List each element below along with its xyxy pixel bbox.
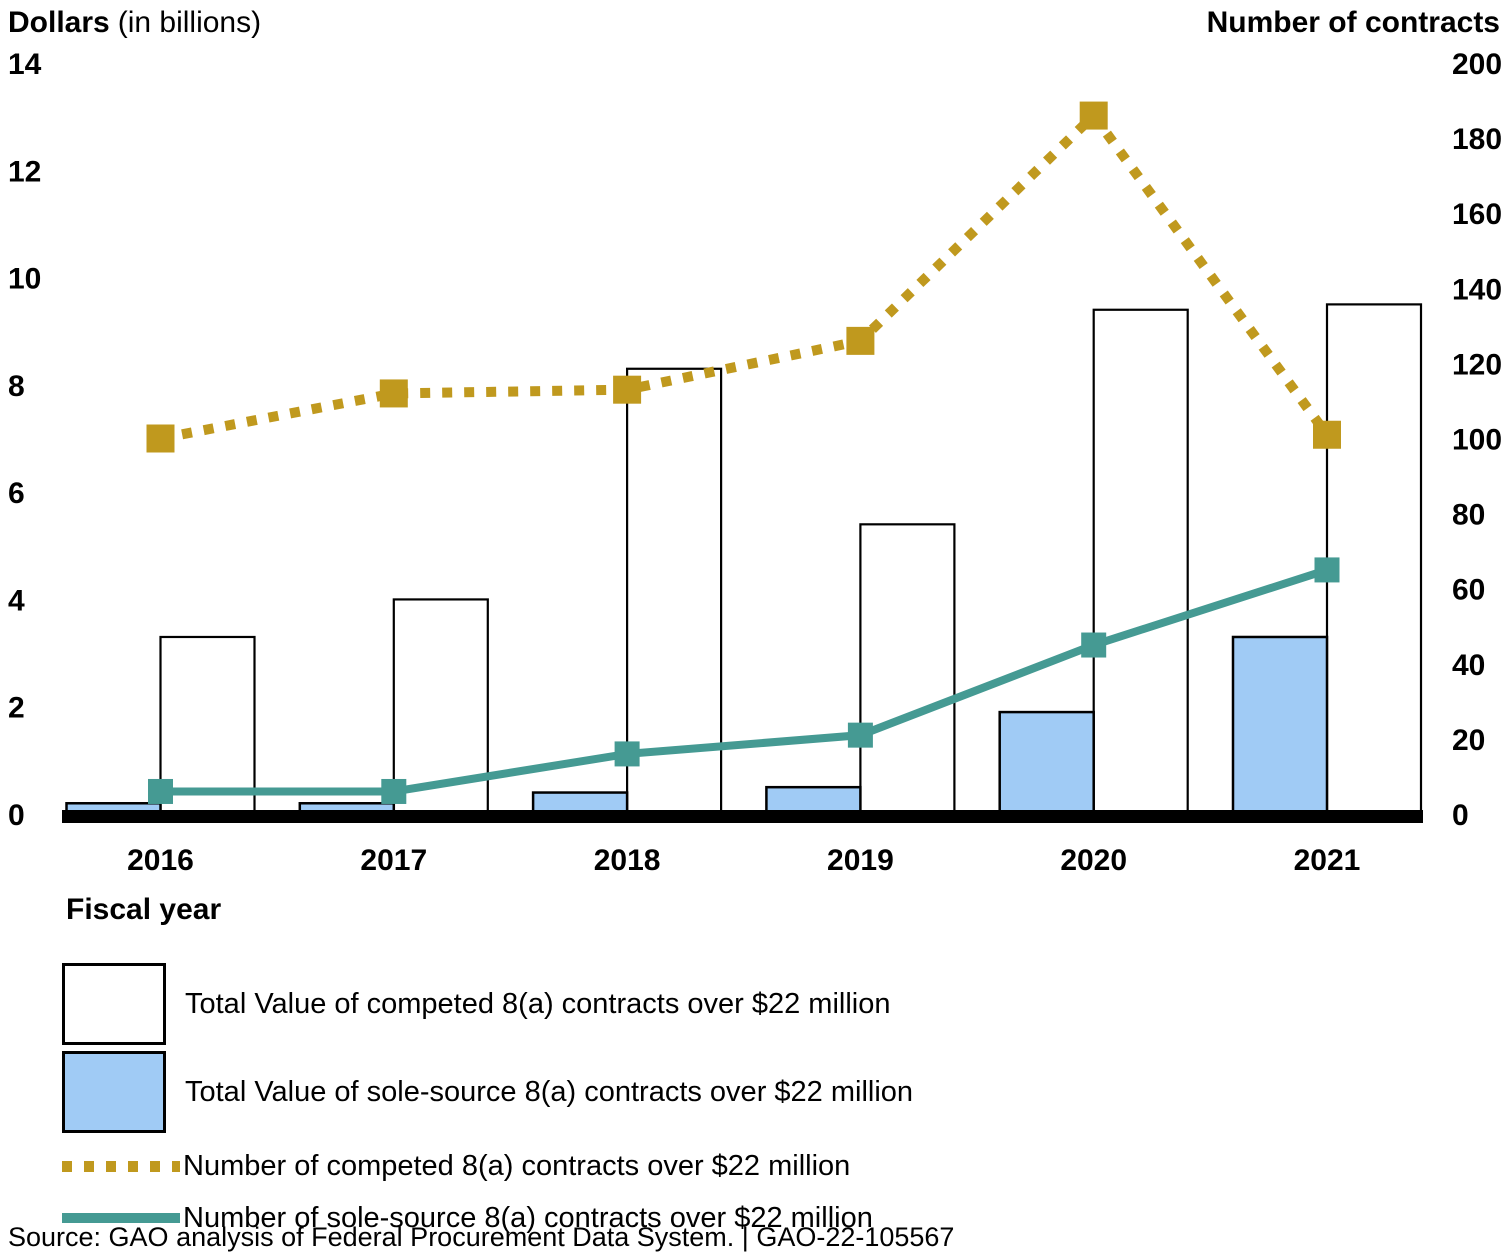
legend-label-competed-count: Number of competed 8(a) contracts over $… — [183, 1149, 851, 1182]
bar-sole-source-value-2020 — [998, 710, 1095, 816]
legend-item-competed-value: Total Value of competed 8(a) contracts o… — [62, 962, 1402, 1046]
line-competed-count — [159, 107, 1332, 444]
left-axis-title: Dollars (in billions) — [8, 6, 261, 40]
right-axis-tick-100: 100 — [1452, 424, 1502, 457]
marker-sole-source-count-2021 — [1314, 557, 1340, 583]
legend-label-competed-value: Total Value of competed 8(a) contracts o… — [185, 987, 891, 1020]
bar-competed-value-2018 — [625, 367, 723, 816]
bar-competed-value-2020 — [1092, 308, 1189, 816]
right-axis-tick-60: 60 — [1452, 574, 1485, 607]
year-label-2016: 2016 — [127, 844, 194, 877]
left-axis-tick-10: 10 — [8, 263, 41, 296]
right-axis-tick-180: 180 — [1452, 123, 1502, 156]
year-label-2018: 2018 — [594, 844, 661, 877]
left-axis-tick-6: 6 — [8, 477, 25, 510]
marker-sole-source-count-2016 — [148, 778, 173, 804]
legend-item-competed-count: Number of competed 8(a) contracts over $… — [62, 1140, 1402, 1192]
marker-sole-source-count-2019 — [847, 722, 873, 748]
bar-competed-value-2021 — [1325, 303, 1423, 816]
marker-competed-count-2017 — [379, 379, 408, 408]
year-label-2020: 2020 — [1060, 844, 1127, 877]
legend-item-sole-source-count: Number of sole-source 8(a) contracts ove… — [62, 1192, 1402, 1244]
marker-sole-source-count-2020 — [1081, 632, 1107, 658]
marker-sole-source-count-2018 — [614, 741, 640, 767]
left-axis-tick-0: 0 — [8, 799, 25, 832]
marker-competed-count-2019 — [846, 326, 875, 355]
left-axis-tick-2: 2 — [8, 692, 25, 725]
legend-label-sole-source-count: Number of sole-source 8(a) contracts ove… — [183, 1201, 873, 1234]
x-axis-baseline — [62, 810, 1423, 823]
marker-competed-count-2018 — [613, 375, 642, 404]
legend-swatch-sole-source-value — [62, 1051, 166, 1133]
legend-swatch-sole-source-count-solid-line — [62, 1213, 180, 1223]
right-axis-tick-80: 80 — [1452, 499, 1485, 532]
left-axis-tick-4: 4 — [8, 584, 25, 617]
source-note: Source: GAO analysis of Federal Procurem… — [8, 1222, 955, 1252]
year-label-2019: 2019 — [827, 844, 894, 877]
year-label-2017: 2017 — [360, 844, 427, 877]
right-axis-tick-160: 160 — [1452, 198, 1502, 231]
bar-competed-value-2019 — [859, 523, 956, 816]
right-axis-tick-40: 40 — [1452, 649, 1485, 682]
right-axis-tick-140: 140 — [1452, 273, 1502, 306]
legend-swatch-competed-count-dotted-line — [62, 1160, 180, 1172]
left-axis-tick-8: 8 — [8, 370, 25, 403]
year-label-2021: 2021 — [1294, 844, 1361, 877]
legend-item-sole-source-value: Total Value of sole-source 8(a) contract… — [62, 1050, 1402, 1134]
marker-competed-count-2020 — [1079, 101, 1108, 130]
marker-competed-count-2016 — [146, 424, 175, 453]
left-axis-title-sub: (in billions) — [117, 6, 262, 39]
bar-sole-source-value-2021 — [1231, 635, 1329, 816]
chart-legend: Total Value of competed 8(a) contracts o… — [62, 962, 1402, 1244]
left-axis-tick-12: 12 — [8, 155, 41, 188]
right-axis-tick-120: 120 — [1452, 348, 1502, 381]
legend-label-sole-source-value: Total Value of sole-source 8(a) contract… — [185, 1075, 914, 1108]
chart-plot-area: 0246810121402040608010012014016018020020… — [8, 48, 1502, 877]
bar-competed-value-2016 — [159, 635, 256, 816]
line-sole-source-count — [160, 566, 1329, 796]
right-axis-tick-0: 0 — [1452, 799, 1469, 832]
marker-sole-source-count-2017 — [381, 778, 407, 804]
marker-competed-count-2021 — [1313, 420, 1341, 449]
bar-sole-source-value-2019 — [765, 785, 862, 816]
legend-swatch-competed-value — [62, 963, 166, 1045]
left-axis-title-main: Dollars — [8, 6, 110, 39]
right-axis-tick-20: 20 — [1452, 724, 1485, 757]
left-axis-tick-14: 14 — [8, 48, 42, 81]
x-axis-title: Fiscal year — [66, 893, 222, 926]
right-axis-tick-200: 200 — [1452, 48, 1502, 81]
right-axis-title: Number of contracts — [1206, 6, 1500, 39]
